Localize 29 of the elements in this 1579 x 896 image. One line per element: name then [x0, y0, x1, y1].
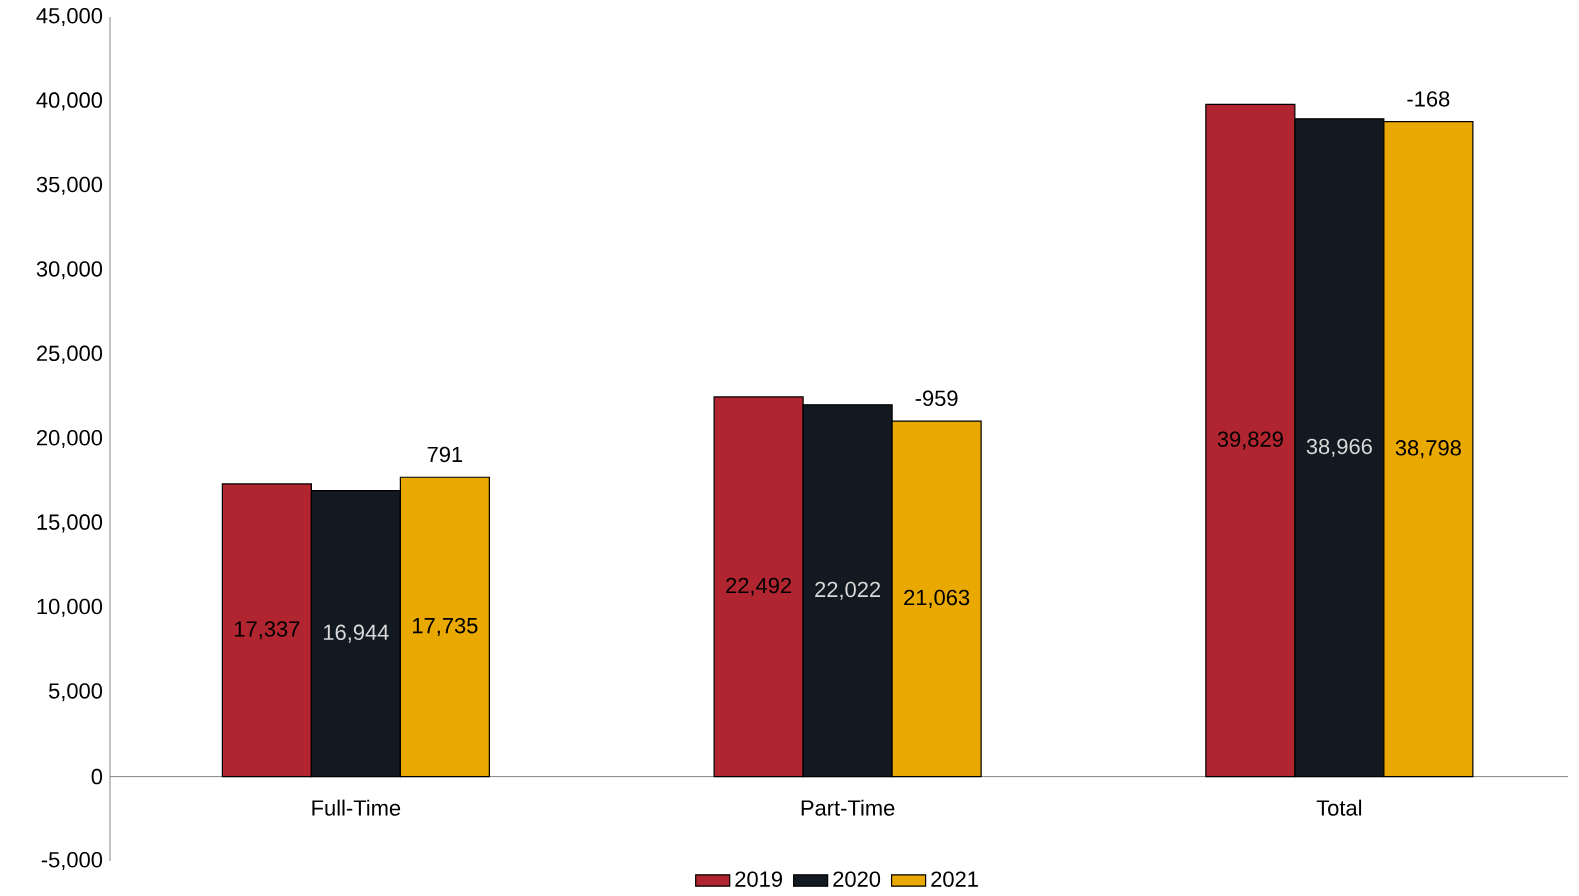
annotation: -959 — [915, 390, 958, 407]
legend-label: 2019 — [735, 871, 783, 887]
legend-label: 2020 — [833, 871, 881, 887]
data-label: 17,735 — [413, 617, 478, 636]
data-label: 22,492 — [726, 577, 792, 596]
annotation: 791 — [427, 446, 463, 463]
legend-label: 2021 — [931, 871, 978, 887]
y-tick-label: 30,000 — [36, 261, 103, 280]
data-label: 16,944 — [324, 624, 389, 643]
annotation: -168 — [1407, 91, 1450, 107]
y-tick-label: 40,000 — [36, 92, 103, 111]
data-label: 22,022 — [815, 581, 881, 600]
y-tick-label: 35,000 — [36, 176, 103, 195]
y-tick-label: 20,000 — [37, 429, 103, 449]
x-tick-label: Part-Time — [801, 799, 895, 816]
data-label: 17,337 — [235, 621, 300, 640]
y-tick-label: 25,000 — [37, 345, 103, 364]
y-tick-label: 0 — [91, 768, 103, 785]
data-label: 21,063 — [904, 589, 970, 608]
y-tick-label: 45,000 — [36, 7, 103, 27]
y-tick-label: 15,000 — [37, 514, 103, 533]
y-tick-label: 5,000 — [48, 683, 103, 702]
data-label: 38,966 — [1306, 438, 1372, 457]
x-tick-label: Full-Time — [312, 799, 401, 816]
data-label: 38,798 — [1395, 440, 1461, 459]
data-label: 39,829 — [1217, 431, 1283, 450]
x-tick-label: Total — [1316, 799, 1362, 816]
y-tick-label: -5,000 — [41, 851, 103, 871]
y-tick-label: 10,000 — [37, 598, 103, 617]
